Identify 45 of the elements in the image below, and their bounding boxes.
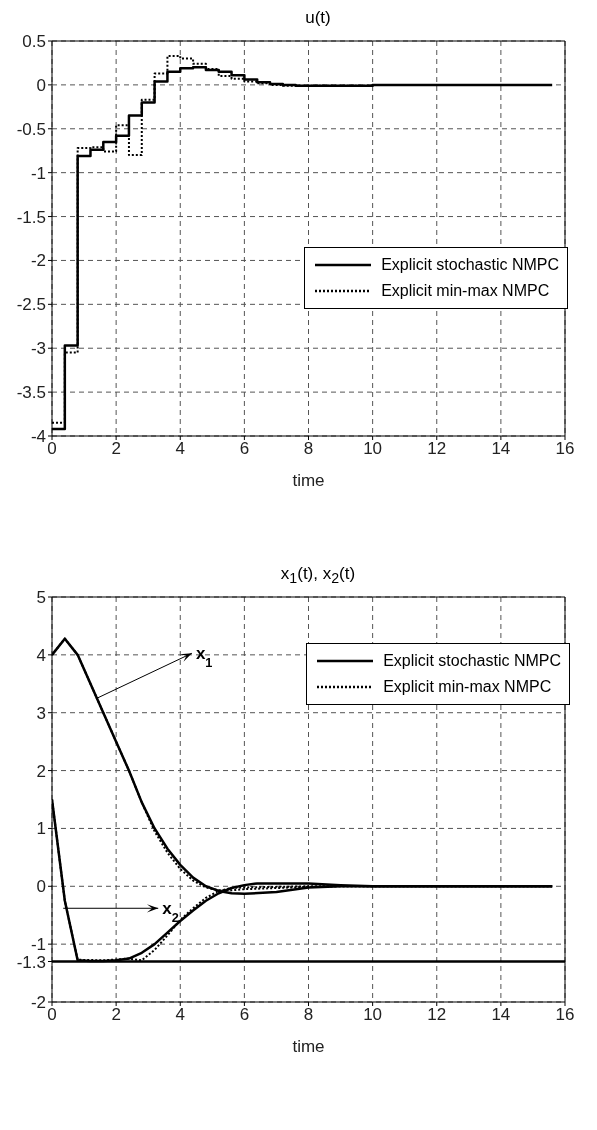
y-tick-label: 3: [36, 703, 46, 723]
legend-label: Explicit min-max NMPC: [381, 281, 550, 301]
x-axis-title: time: [292, 471, 325, 490]
y-tick-label: -2: [30, 251, 46, 271]
x-tick-label: 8: [303, 1005, 314, 1025]
y-tick-label: 1: [36, 819, 46, 839]
y-tick-label: 4: [36, 645, 46, 665]
y-tick-label: -1: [30, 935, 46, 955]
y-tick-label: 0.5: [22, 32, 46, 52]
y-tick-label: -4: [30, 427, 46, 447]
x-tick-label: 4: [175, 439, 185, 459]
x-tick-label: 10: [363, 439, 383, 459]
chart-title: u(t): [304, 8, 332, 29]
y-tick-label: -3.5: [16, 383, 46, 403]
x-tick-label: 2: [111, 439, 121, 459]
chart-title: x$_{1}$(t), x$_{2}$(t): [279, 564, 357, 588]
legend-label: Explicit min-max NMPC: [383, 677, 552, 697]
y-tick-label: 0: [36, 877, 46, 897]
y-tick-label: 5: [36, 588, 46, 608]
x-tick-label: 16: [555, 1005, 575, 1025]
y-tick-label: 0: [36, 75, 46, 95]
y-tick-label: -3: [30, 339, 46, 359]
y-tick-label: 2: [36, 761, 46, 781]
y-tick-label: -0.5: [16, 119, 46, 139]
annotation: x$_{1}$: [195, 644, 213, 670]
x-tick-label: 16: [555, 439, 575, 459]
legend-label: Explicit stochastic NMPC: [381, 255, 559, 275]
y-tick-label: -2.5: [16, 295, 46, 315]
y-tick-label: -1.5: [16, 207, 46, 227]
y-tick-label: -1.3: [16, 952, 46, 972]
x-tick-label: 6: [239, 439, 250, 459]
annotation: x$_{2}$: [162, 899, 179, 925]
legend-label: Explicit stochastic NMPC: [383, 651, 561, 671]
x-tick-label: 10: [363, 1005, 383, 1025]
x-tick-label: 12: [427, 439, 447, 459]
y-tick-label: -2: [30, 993, 46, 1013]
x-tick-label: 6: [239, 1005, 250, 1025]
x-tick-label: 14: [491, 439, 511, 459]
x-tick-label: 4: [175, 1005, 185, 1025]
x-tick-label: 8: [303, 439, 314, 459]
x-tick-label: 14: [491, 1005, 511, 1025]
x-axis-title: time: [292, 1037, 325, 1056]
y-tick-label: -1: [30, 163, 46, 183]
x-tick-label: 12: [427, 1005, 447, 1025]
x-tick-label: 2: [111, 1005, 121, 1025]
